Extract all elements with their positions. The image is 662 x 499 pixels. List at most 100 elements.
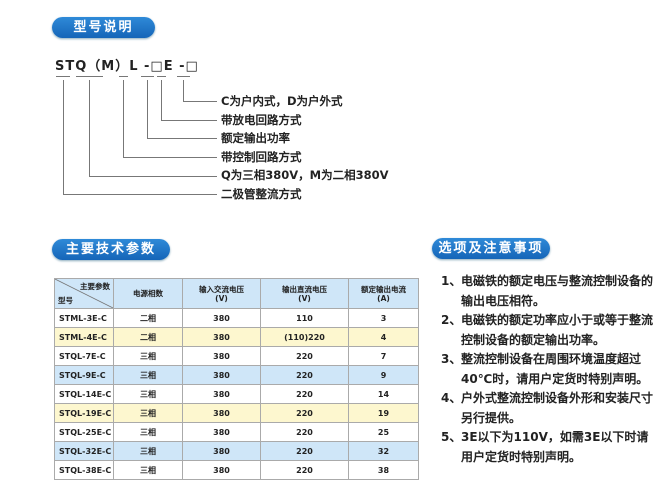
value-cell: 220 [260,460,349,480]
connector-line [141,76,154,77]
params-table: 主要参数 型号 电源相数 输入交流电压 (V) 输出直流电压 (V) 额定输出电… [54,278,419,480]
corner-header: 主要参数 型号 [54,278,114,309]
value-cell: 380 [182,422,261,442]
note-text: 电磁铁的额定功率应小于或等于整流控制设备的额定输出功率。 [461,313,654,347]
value-cell: 110 [260,308,349,328]
connector-line [123,157,217,158]
value-cell: 32 [348,441,419,461]
col-header: 额定输出电流 (A) [348,278,419,309]
model-code-description: 二极管整流方式 [221,187,302,201]
value-cell: 三相 [113,441,183,461]
table-row: STQL-32E-C 三相 380 220 32 [54,441,419,461]
col-header: 电源相数 [113,278,183,309]
value-cell: 3 [348,308,419,328]
note-item: 4、 户外式整流控制设备外形和安装尺寸另行提供。 [441,389,656,428]
value-cell: 220 [260,365,349,385]
value-cell: 220 [260,384,349,404]
value-cell: 220 [260,403,349,423]
table-row: STQL-25E-C 三相 380 220 25 [54,422,419,442]
note-number: 5、 [441,430,462,444]
model-code: STQ（M）L -□E -□ [55,59,199,74]
params-section-title: 主要技术参数 [52,239,170,260]
table-header-row: 主要参数 型号 电源相数 输入交流电压 (V) 输出直流电压 (V) 额定输出电… [54,278,419,309]
model-cell: STQL-14E-C [54,384,114,404]
connector-line [56,76,70,77]
value-cell: 380 [182,403,261,423]
corner-bottom-label: 型号 [58,296,73,305]
value-cell: 二相 [113,308,183,328]
value-cell: 9 [348,365,419,385]
table-row: STQL-14E-C 三相 380 220 14 [54,384,419,404]
value-cell: 三相 [113,365,183,385]
note-number: 2、 [441,313,462,327]
value-cell: 7 [348,346,419,366]
note-item: 1、 电磁铁的额定电压与整流控制设备的输出电压相符。 [441,272,656,311]
connector-line [63,80,64,194]
model-cell: STQL-9E-C [54,365,114,385]
note-text: 整流控制设备在周围环境温度超过40℃时，请用户定货时特别声明。 [461,352,649,386]
table-row: STML-3E-C 二相 380 110 3 [54,308,419,328]
value-cell: 三相 [113,422,183,442]
connector-line [157,76,166,77]
connector-line [183,101,217,102]
model-code-description: C为户内式，D为户外式 [221,94,343,108]
table-row: STML-4E-C 二相 380 (110)220 4 [54,327,419,347]
value-cell: 380 [182,384,261,404]
model-cell: STML-4E-C [54,327,114,347]
model-cell: STML-3E-C [54,308,114,328]
model-code-description: Q为三相380V，M为二相380V [221,168,389,183]
table-row: STQL-38E-C 三相 380 220 38 [54,460,419,480]
value-cell: 380 [182,308,261,328]
model-cell: STQL-32E-C [54,441,114,461]
note-number: 1、 [441,274,462,288]
note-number: 4、 [441,391,462,405]
value-cell: 380 [182,327,261,347]
note-item: 2、 电磁铁的额定功率应小于或等于整流控制设备的额定输出功率。 [441,311,656,350]
corner-top-label: 主要参数 [80,282,110,291]
note-number: 3、 [441,352,462,366]
model-section-title: 型号说明 [52,17,155,38]
model-cell: STQL-19E-C [54,403,114,423]
col-header: 输出直流电压 (V) [260,278,349,309]
connector-line [161,120,217,121]
value-cell: (110)220 [260,327,349,347]
model-cell: STQL-38E-C [54,460,114,480]
value-cell: 25 [348,422,419,442]
model-code-description: 带控制回路方式 [221,149,302,164]
value-cell: 220 [260,422,349,442]
connector-line [147,138,217,139]
connector-line [123,80,124,157]
notes-section-title: 选项及注意事项 [432,238,550,259]
value-cell: 38 [348,460,419,480]
note-text: 电磁铁的额定电压与整流控制设备的输出电压相符。 [461,274,654,308]
connector-line [161,80,162,120]
value-cell: 三相 [113,460,183,480]
model-code-description: 带放电回路方式 [221,112,302,127]
value-cell: 380 [182,346,261,366]
note-item: 3、 整流控制设备在周围环境温度超过40℃时，请用户定货时特别声明。 [441,350,656,389]
table-row: STQL-9E-C 三相 380 220 9 [54,365,419,385]
value-cell: 三相 [113,384,183,404]
value-cell: 二相 [113,327,183,347]
connector-line [89,176,217,177]
value-cell: 三相 [113,346,183,366]
value-cell: 380 [182,365,261,385]
value-cell: 220 [260,346,349,366]
value-cell: 220 [260,441,349,461]
col-header: 输入交流电压 (V) [182,278,261,309]
value-cell: 4 [348,327,419,347]
table-row: STQL-19E-C 三相 380 220 19 [54,403,419,423]
table-row: STQL-7E-C 三相 380 220 7 [54,346,419,366]
note-item: 5、 3E以下为110V，如需3E以下时请用户定货时特别声明。 [441,428,656,467]
value-cell: 380 [182,441,261,461]
connector-line [76,76,103,77]
connector-line [63,194,217,195]
value-cell: 19 [348,403,419,423]
value-cell: 380 [182,460,261,480]
connector-line [147,80,148,138]
notes-list: 1、 电磁铁的额定电压与整流控制设备的输出电压相符。 2、 电磁铁的额定功率应小于或等… [441,272,656,467]
note-text: 户外式整流控制设备外形和安装尺寸另行提供。 [461,391,654,425]
connector-line [89,80,90,176]
model-cell: STQL-7E-C [54,346,114,366]
